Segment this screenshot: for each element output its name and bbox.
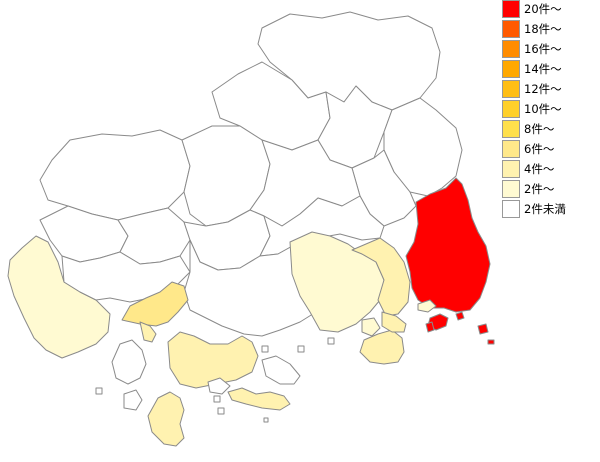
legend-label: 20件～: [524, 2, 562, 16]
legend-label: 14件～: [524, 62, 562, 76]
region-island-3[interactable]: [417, 299, 437, 313]
region-fukuyama-islet-2[interactable]: [425, 321, 435, 333]
region-onomichi[interactable]: [351, 237, 411, 317]
legend-label: 2件～: [524, 182, 555, 196]
legend-label: 10件～: [524, 102, 562, 116]
legend-label: 2件未満: [524, 202, 566, 216]
region-island-6[interactable]: [261, 355, 301, 385]
legend-swatch: [502, 60, 520, 78]
region-otake[interactable]: [7, 235, 111, 359]
region-islet-w1[interactable]: [327, 337, 335, 345]
legend-item: 2件～: [502, 180, 600, 200]
region-island-5[interactable]: [123, 389, 143, 411]
region-higashihiroshima[interactable]: [183, 239, 317, 337]
legend-label: 6件～: [524, 142, 555, 156]
legend-item: 20件～: [502, 0, 600, 20]
legend-item: 16件～: [502, 40, 600, 60]
region-islet-w3[interactable]: [261, 345, 269, 353]
legend-swatch: [502, 0, 520, 18]
legend-item: 6件～: [502, 140, 600, 160]
region-islet-w4[interactable]: [213, 395, 221, 403]
region-hiroshima-central[interactable]: [121, 281, 189, 327]
region-mihara[interactable]: [289, 231, 385, 333]
legend-label: 18件～: [524, 22, 562, 36]
region-island-2[interactable]: [361, 317, 381, 337]
region-kurahashi[interactable]: [147, 391, 185, 447]
legend-label: 4件～: [524, 162, 555, 176]
legend-item: 4件～: [502, 160, 600, 180]
region-islet-w7[interactable]: [263, 417, 269, 423]
region-kure[interactable]: [167, 331, 259, 389]
region-fukuyama-islet-3[interactable]: [477, 323, 489, 335]
region-islet-w6[interactable]: [217, 407, 225, 415]
legend-item: 8件～: [502, 120, 600, 140]
legend-item: 2件未満: [502, 200, 600, 220]
region-hiroshima-north[interactable]: [61, 251, 191, 303]
legend: 20件～ 18件～ 16件～ 14件～ 12件～ 10件～ 8件～ 6件～ 4件～ 2件～ 2件未満: [502, 0, 600, 220]
legend-swatch: [502, 180, 520, 198]
legend-item: 12件～: [502, 80, 600, 100]
legend-swatch: [502, 200, 520, 218]
legend-label: 12件～: [524, 82, 562, 96]
region-island-1[interactable]: [381, 311, 407, 333]
legend-swatch: [502, 20, 520, 38]
region-north-3[interactable]: [317, 85, 393, 169]
legend-item: 10件～: [502, 100, 600, 120]
legend-label: 8件～: [524, 122, 555, 136]
region-island-4[interactable]: [111, 339, 147, 385]
legend-swatch: [502, 140, 520, 158]
region-fukuyama-islet-5[interactable]: [455, 311, 465, 321]
legend-label: 16件～: [524, 42, 562, 56]
region-fukuyama[interactable]: [405, 177, 491, 313]
legend-swatch: [502, 160, 520, 178]
region-island-7[interactable]: [207, 377, 231, 395]
region-fukuyama-islet-4[interactable]: [487, 339, 495, 345]
region-innoshima[interactable]: [359, 329, 405, 365]
region-islet-w2[interactable]: [297, 345, 305, 353]
region-osaki[interactable]: [227, 387, 291, 411]
region-islet-w5[interactable]: [95, 387, 103, 395]
legend-swatch: [502, 100, 520, 118]
legend-item: 14件～: [502, 60, 600, 80]
legend-swatch: [502, 40, 520, 58]
legend-swatch: [502, 120, 520, 138]
region-etajima[interactable]: [139, 321, 157, 343]
legend-swatch: [502, 80, 520, 98]
legend-item: 18件～: [502, 20, 600, 40]
region-northwest-1[interactable]: [39, 129, 191, 221]
